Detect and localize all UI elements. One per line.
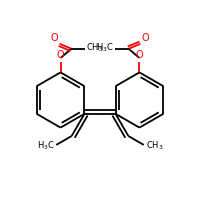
Text: O: O xyxy=(57,50,64,60)
Text: $\mathregular{CH_3}$: $\mathregular{CH_3}$ xyxy=(86,42,104,54)
Text: O: O xyxy=(136,50,143,60)
Text: $\mathregular{H_3C}$: $\mathregular{H_3C}$ xyxy=(37,140,54,152)
Text: $\mathregular{CH_3}$: $\mathregular{CH_3}$ xyxy=(146,140,163,152)
Text: $\mathregular{H_3C}$: $\mathregular{H_3C}$ xyxy=(96,42,114,54)
Text: O: O xyxy=(51,33,59,43)
Text: O: O xyxy=(141,33,149,43)
